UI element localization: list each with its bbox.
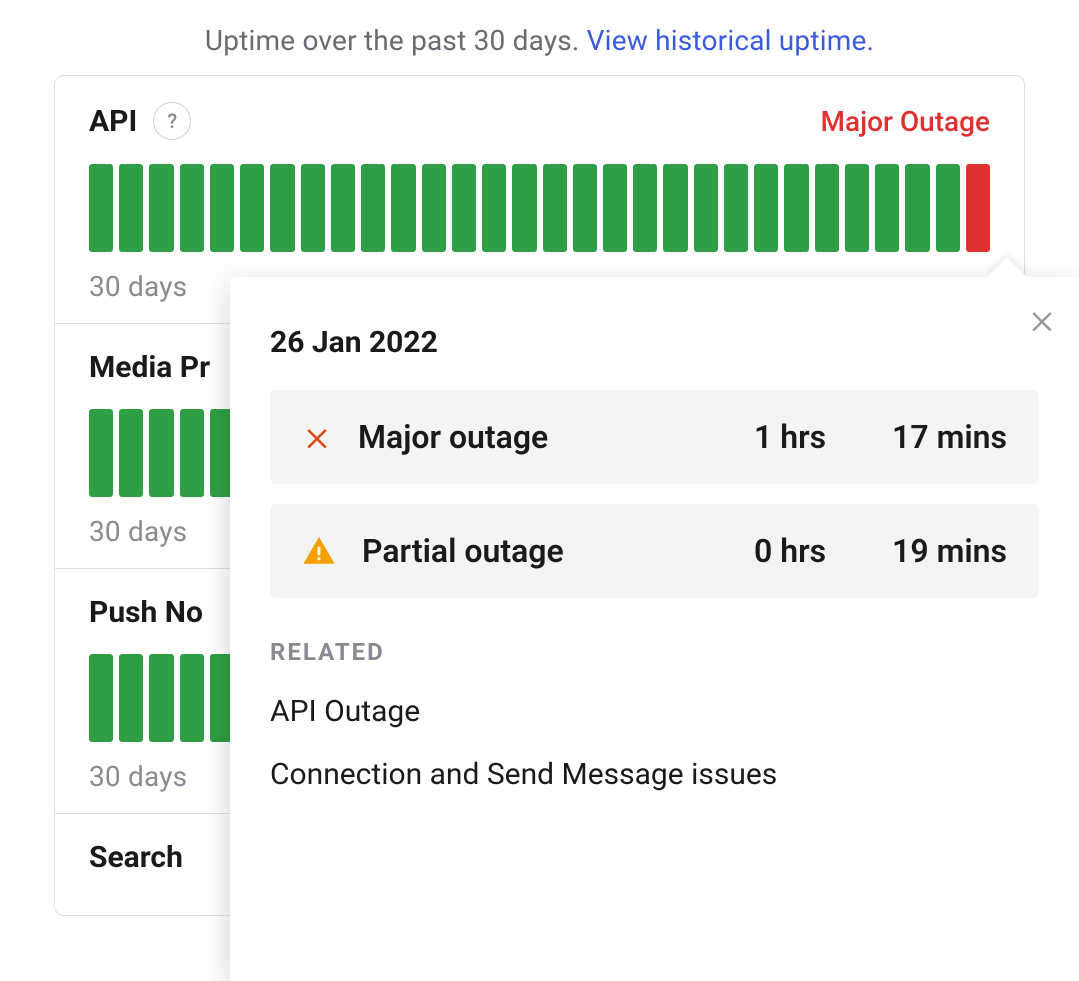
uptime-bar[interactable] [270,164,294,252]
popover-date: 26 Jan 2022 [270,325,1039,360]
uptime-bar[interactable] [784,164,808,252]
uptime-bar[interactable] [180,654,204,742]
uptime-bar[interactable] [724,164,748,252]
uptime-header: Uptime over the past 30 days. View histo… [0,0,1079,75]
uptime-bars[interactable] [89,164,990,252]
uptime-bar[interactable] [905,164,929,252]
uptime-bar[interactable] [633,164,657,252]
outage-label: Major outage [358,418,728,456]
component-title: API [89,104,137,139]
uptime-bar[interactable] [391,164,415,252]
uptime-bar[interactable] [210,164,234,252]
uptime-bar[interactable] [663,164,687,252]
warning-icon [302,534,336,568]
uptime-bar[interactable] [119,654,143,742]
component-title-wrap: Search [89,840,183,875]
close-icon[interactable] [1027,305,1057,339]
component-title: Media Pr [89,350,210,385]
historical-uptime-link[interactable]: View historical uptime. [587,24,874,57]
related-incident-link[interactable]: API Outage [270,694,1039,729]
uptime-bar[interactable] [512,164,536,252]
outage-row: Partial outage 0 hrs 19 mins [270,504,1039,598]
component-title-wrap: API ? [89,102,191,140]
component-title: Search [89,840,183,875]
uptime-bar[interactable] [89,164,113,252]
uptime-bar[interactable] [482,164,506,252]
component-title-wrap: Media Pr [89,350,210,385]
uptime-bar[interactable] [452,164,476,252]
uptime-bar[interactable] [573,164,597,252]
outage-hours: 0 hrs [754,532,826,570]
uptime-bar[interactable] [180,409,204,497]
related-header: RELATED [270,638,1039,666]
uptime-bar[interactable] [543,164,567,252]
uptime-header-text: Uptime over the past 30 days. [205,24,587,57]
uptime-bar[interactable] [331,164,355,252]
day-detail-popover: 26 Jan 2022 Major outage 1 hrs 17 mins Part… [230,277,1079,981]
uptime-bar[interactable] [422,164,446,252]
uptime-bar[interactable] [119,164,143,252]
outage-hours: 1 hrs [754,418,826,456]
uptime-bar[interactable] [815,164,839,252]
component-title: Push No [89,595,203,630]
uptime-bar[interactable] [301,164,325,252]
uptime-bar[interactable] [119,409,143,497]
uptime-bar[interactable] [875,164,899,252]
outage-row: Major outage 1 hrs 17 mins [270,390,1039,484]
uptime-bar[interactable] [180,164,204,252]
outage-mins: 17 mins [892,418,1007,456]
component-status: Major Outage [820,105,990,138]
component-title-wrap: Push No [89,595,203,630]
uptime-bar[interactable] [89,409,113,497]
component-header: API ? Major Outage [89,102,990,140]
outage-label: Partial outage [362,532,728,570]
status-page: Uptime over the past 30 days. View histo… [0,0,1079,981]
uptime-bar[interactable] [361,164,385,252]
related-incident-link[interactable]: Connection and Send Message issues [270,757,1039,792]
uptime-bar[interactable] [149,164,173,252]
uptime-bar[interactable] [936,164,960,252]
help-icon[interactable]: ? [153,102,191,140]
uptime-bar[interactable] [149,409,173,497]
uptime-bar[interactable] [845,164,869,252]
x-icon [302,422,332,452]
uptime-bar[interactable] [754,164,778,252]
uptime-bar[interactable] [603,164,627,252]
outage-mins: 19 mins [892,532,1007,570]
uptime-bar[interactable] [149,654,173,742]
uptime-bar[interactable] [240,164,264,252]
uptime-bar[interactable] [89,654,113,742]
uptime-bar[interactable] [966,164,990,252]
uptime-bar[interactable] [694,164,718,252]
